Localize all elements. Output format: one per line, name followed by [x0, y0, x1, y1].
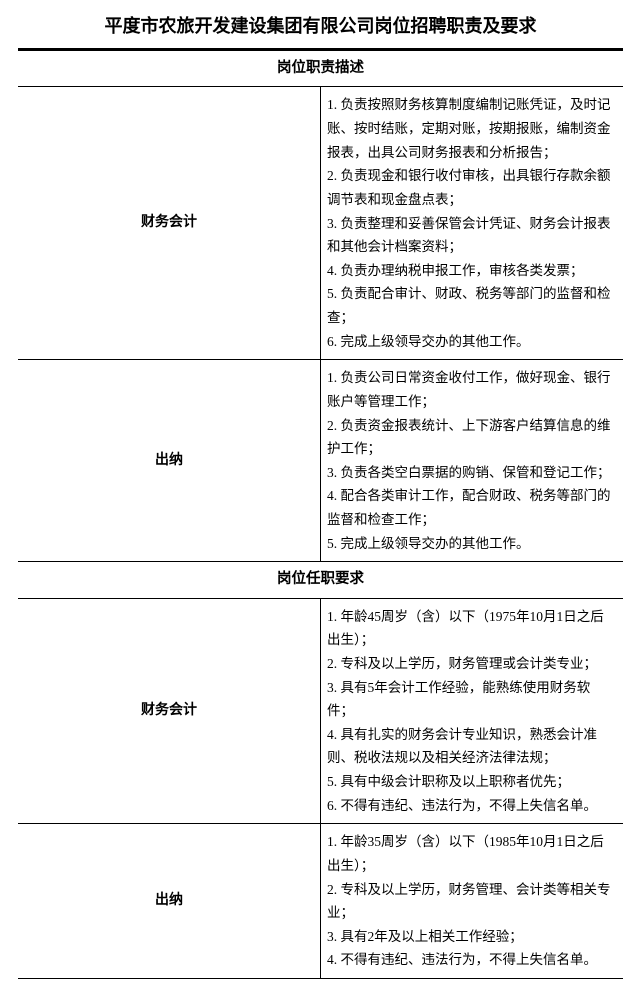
- list-item: 3. 具有5年会计工作经验，能熟练使用财务软件；: [327, 676, 615, 723]
- list-item: 1. 年龄45周岁（含）以下（1975年10月1日之后出生）；: [327, 605, 615, 652]
- list-item: 1. 负责公司日常资金收付工作，做好现金、银行账户等管理工作；: [327, 366, 615, 413]
- reqs-fa: 1. 年龄45周岁（含）以下（1975年10月1日之后出生）； 2. 专科及以上…: [321, 598, 624, 824]
- page-title: 平度市农旅开发建设集团有限公司岗位招聘职责及要求: [18, 12, 623, 50]
- list-item: 3. 负责各类空白票据的购销、保管和登记工作；: [327, 461, 615, 485]
- list-item: 5. 完成上级领导交办的其他工作。: [327, 532, 615, 556]
- list-item: 4. 负责办理纳税申报工作，审核各类发票；: [327, 259, 615, 283]
- list-item: 4. 具有扎实的财务会计专业知识，熟悉会计准则、税收法规以及相关经济法律法规；: [327, 723, 615, 770]
- duties-fa: 1. 负责按照财务核算制度编制记账凭证，及时记账、按时结账，定期对账，按期报账，…: [321, 87, 624, 360]
- list-item: 6. 完成上级领导交办的其他工作。: [327, 330, 615, 354]
- list-item: 6. 不得有违纪、违法行为，不得上失信名单。: [327, 794, 615, 818]
- role-label-fa-duties: 财务会计: [18, 87, 321, 360]
- section-heading-reqs: 岗位任职要求: [18, 562, 623, 598]
- duties-cn: 1. 负责公司日常资金收付工作，做好现金、银行账户等管理工作； 2. 负责资金报…: [321, 360, 624, 562]
- main-table: 岗位职责描述 财务会计 1. 负责按照财务核算制度编制记账凭证，及时记账、按时结…: [18, 50, 623, 979]
- role-label-fa-reqs: 财务会计: [18, 598, 321, 824]
- role-label-cn-duties: 出纳: [18, 360, 321, 562]
- list-item: 3. 具有2年及以上相关工作经验；: [327, 925, 615, 949]
- list-item: 4. 不得有违纪、违法行为，不得上失信名单。: [327, 948, 615, 972]
- list-item: 2. 负责资金报表统计、上下游客户结算信息的维护工作；: [327, 414, 615, 461]
- list-item: 2. 负责现金和银行收付审核，出具银行存款余额调节表和现金盘点表；: [327, 164, 615, 211]
- list-item: 1. 负责按照财务核算制度编制记账凭证，及时记账、按时结账，定期对账，按期报账，…: [327, 93, 615, 164]
- list-item: 1. 年龄35周岁（含）以下（1985年10月1日之后出生）；: [327, 830, 615, 877]
- list-item: 2. 专科及以上学历，财务管理或会计类专业；: [327, 652, 615, 676]
- list-item: 2. 专科及以上学历，财务管理、会计类等相关专业；: [327, 878, 615, 925]
- list-item: 4. 配合各类审计工作，配合财政、税务等部门的监督和检查工作；: [327, 484, 615, 531]
- list-item: 5. 具有中级会计职称及以上职称者优先；: [327, 770, 615, 794]
- reqs-cn: 1. 年龄35周岁（含）以下（1985年10月1日之后出生）； 2. 专科及以上…: [321, 824, 624, 979]
- section-heading-duties: 岗位职责描述: [18, 51, 623, 87]
- list-item: 5. 负责配合审计、财政、税务等部门的监督和检查；: [327, 282, 615, 329]
- role-label-cn-reqs: 出纳: [18, 824, 321, 979]
- list-item: 3. 负责整理和妥善保管会计凭证、财务会计报表和其他会计档案资料；: [327, 212, 615, 259]
